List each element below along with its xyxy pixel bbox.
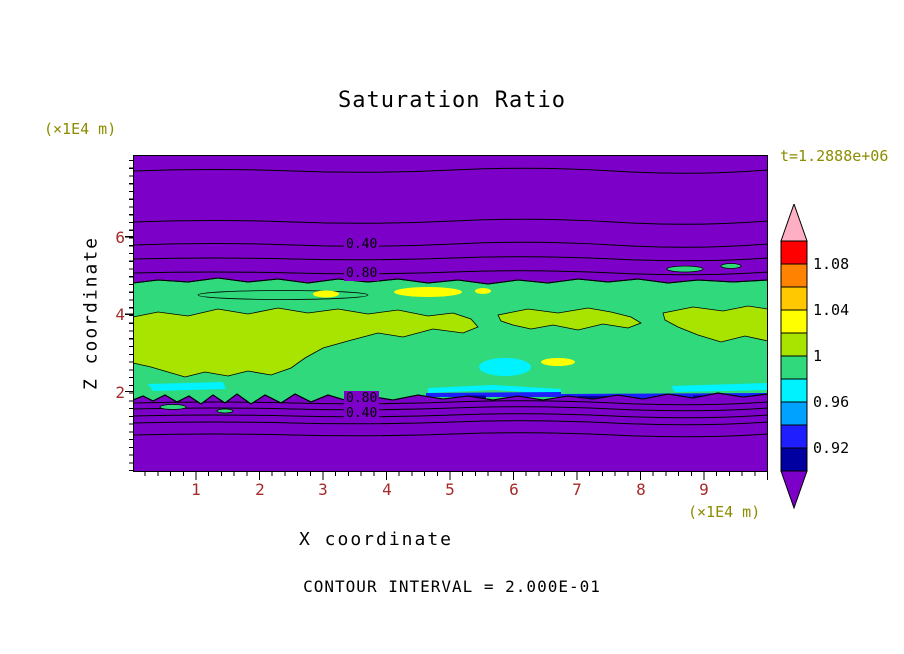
lower-line-contours [133,400,768,438]
upper-line-contours [133,167,768,276]
colorbar-label-100: 1 [813,347,823,365]
colorbar-under-arrow [780,470,808,509]
x-tick-3: 3 [318,480,328,499]
contour-label-lower-040: 0.40 [344,406,380,421]
closed-contour-ring [197,290,369,300]
y-tick-4: 4 [115,305,125,324]
colorbar-seg-3 [780,309,808,334]
x-tick-6: 6 [509,480,519,499]
colorbar-label-092: 0.92 [813,439,850,457]
colorbar-label-104: 1.04 [813,301,850,319]
x-tick-1: 1 [191,480,201,499]
contour-interval-note: CONTOUR INTERVAL = 2.000E-01 [303,577,601,596]
colorbar-seg-5 [780,355,808,380]
contour-label-lower-080: 0.80 [344,391,380,406]
plot-frame [133,155,768,472]
colorbar-seg-9 [780,447,808,472]
contour-islands [159,263,742,414]
y-axis-major-ticks [125,236,133,392]
colorbar-seg-1 [780,263,808,288]
colorbar-label-096: 0.96 [813,393,850,411]
x-axis-major-ticks [133,472,768,480]
page-title: Saturation Ratio [338,88,566,113]
time-annotation: t=1.2888e+06 [780,147,889,165]
chartreuse-patches [133,305,768,378]
y-tick-2: 2 [115,383,125,402]
x-tick-5: 5 [445,480,455,499]
y-tick-6: 6 [115,228,125,247]
z-units-label: (×1E4 m) [44,120,117,138]
colorbar-label-108: 1.08 [813,255,850,273]
colorbar-seg-2 [780,286,808,311]
x-axis-label: X coordinate [298,529,454,550]
colorbar-seg-6 [780,378,808,403]
colorbar-seg-4 [780,332,808,357]
x-tick-2: 2 [255,480,265,499]
contour-plot [133,155,768,472]
colorbar-seg-8 [780,424,808,449]
contour-label-upper-080: 0.80 [344,266,380,281]
x-tick-4: 4 [382,480,392,499]
colorbar-seg-0 [780,240,808,265]
x-axis-minor-ticks [133,472,768,476]
x-tick-7: 7 [572,480,582,499]
x-units-label: (×1E4 m) [688,503,761,521]
colorbar [780,204,808,509]
colorbar-seg-7 [780,401,808,426]
x-tick-9: 9 [699,480,709,499]
contour-label-upper-040: 0.40 [344,237,380,252]
colorbar-over-arrow [780,204,808,242]
yellow-patches [313,287,575,366]
x-tick-8: 8 [636,480,646,499]
cyan-patches [148,358,768,394]
